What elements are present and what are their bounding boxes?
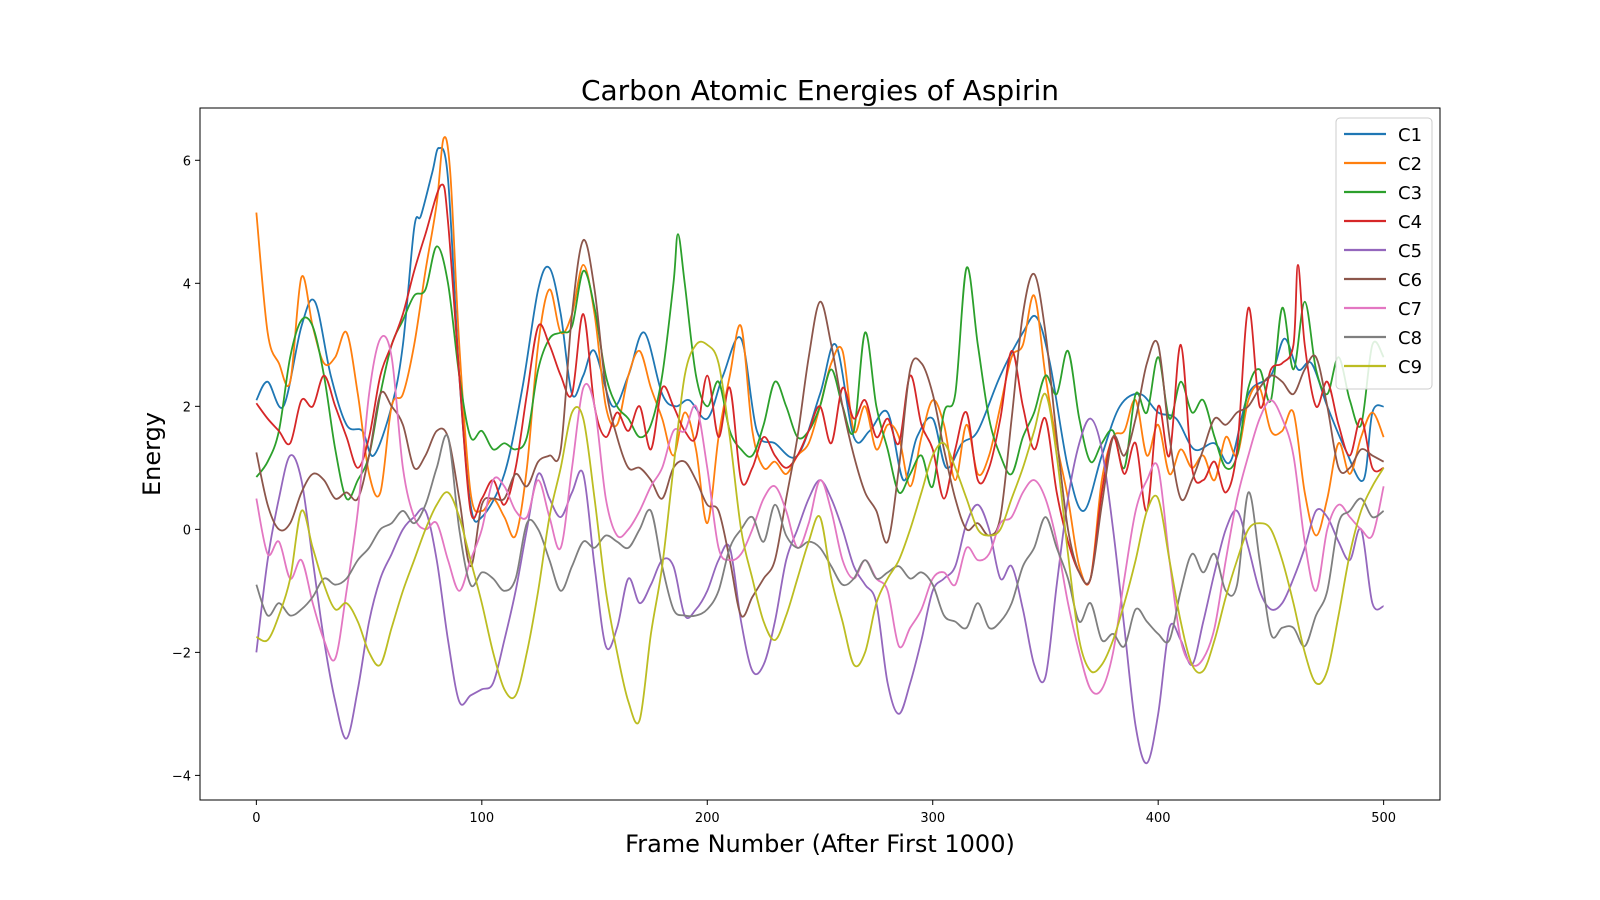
legend-label-c5: C5 (1398, 241, 1422, 262)
series-line-c4 (255, 183, 1384, 585)
legend-label-c4: C4 (1398, 212, 1422, 233)
y-axis-label: Energy (138, 412, 166, 496)
x-tick-label: 200 (695, 811, 720, 826)
plot-area-frame (199, 107, 1441, 801)
chart-title: Carbon Atomic Energies of Aspirin (581, 74, 1059, 107)
legend-label-c6: C6 (1398, 270, 1422, 291)
legend-label-c3: C3 (1398, 183, 1422, 204)
x-tick-label: 100 (469, 811, 494, 826)
y-tick-label: −4 (172, 769, 191, 784)
y-tick-label: 6 (183, 154, 191, 169)
legend-label-c9: C9 (1398, 357, 1422, 378)
x-tick-label: 400 (1146, 811, 1171, 826)
legend-box (1335, 117, 1433, 390)
legend: C1 C2 C3 C4 C5 C6 C7 C8 C9 (1335, 117, 1433, 390)
legend-label-c8: C8 (1398, 328, 1422, 349)
y-tick-label: 0 (183, 523, 191, 538)
series-line-c9 (255, 340, 1385, 725)
y-tick-label: 4 (183, 277, 191, 292)
legend-label-c1: C1 (1398, 125, 1422, 146)
x-tick-label: 0 (252, 811, 260, 826)
series-line-c7 (255, 335, 1385, 695)
x-axis-label: Frame Number (After First 1000) (625, 830, 1015, 858)
legend-label-c7: C7 (1398, 299, 1422, 320)
y-tick-label: 2 (183, 400, 191, 415)
series-line-c8 (255, 434, 1385, 648)
series-line-c3 (255, 233, 1385, 501)
legend-label-c2: C2 (1398, 154, 1422, 175)
y-tick-label: −2 (172, 646, 191, 661)
x-tick-label: 500 (1371, 811, 1396, 826)
x-tick-label: 300 (920, 811, 945, 826)
series-line-c1 (255, 146, 1385, 523)
